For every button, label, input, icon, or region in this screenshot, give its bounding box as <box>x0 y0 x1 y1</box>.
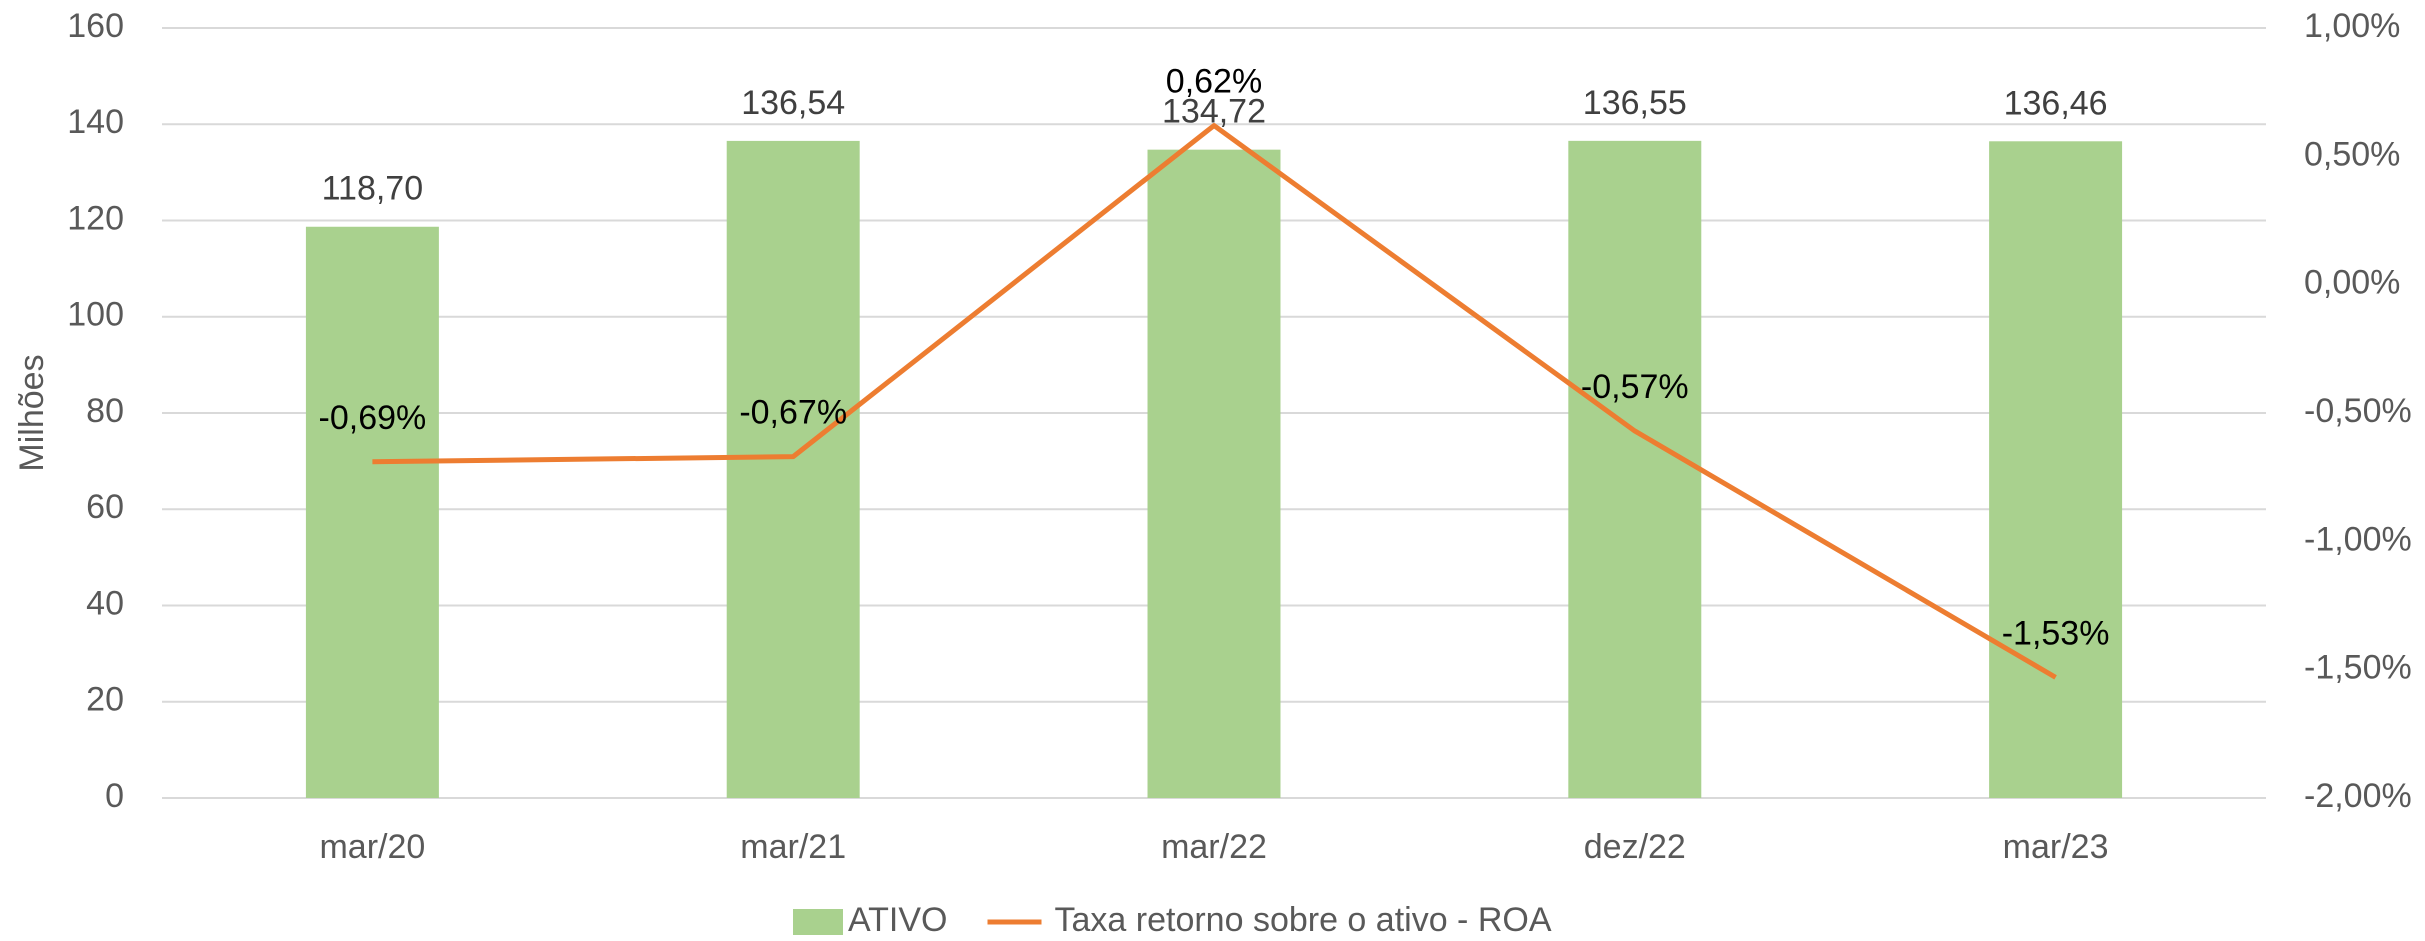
bar <box>305 226 439 799</box>
line-value-label: 0,62% <box>1166 63 1262 101</box>
bar-value-label: 136,55 <box>1583 84 1687 122</box>
y2-tick-label: 0,00% <box>2304 264 2400 302</box>
bar-value-label: 136,46 <box>2004 84 2108 122</box>
y-tick-label: 120 <box>67 199 124 237</box>
x-tick-label: mar/20 <box>319 828 425 866</box>
y-axis-label: Milhões <box>13 354 51 471</box>
y2-tick-label: -1,50% <box>2304 649 2412 687</box>
line <box>372 123 2057 680</box>
y2-tick-label: 1,00% <box>2304 7 2400 45</box>
bar <box>1147 149 1281 798</box>
y-tick-label: 60 <box>86 488 124 526</box>
x-tick-label: dez/22 <box>1584 828 1686 866</box>
y-tick-label: 100 <box>67 296 124 334</box>
line-value-label: -0,57% <box>1581 368 1689 406</box>
y-tick-label: 0 <box>105 777 124 815</box>
bar <box>1568 140 1702 798</box>
x-tick-label: mar/22 <box>1161 828 1267 866</box>
y-tick-label: 160 <box>67 7 124 45</box>
legend-label: Taxa retorno sobre o ativo - ROA <box>1055 901 1552 939</box>
bar-value-label: 136,54 <box>741 84 845 122</box>
y2-tick-label: -0,50% <box>2304 392 2412 430</box>
bar <box>1989 141 2123 798</box>
y-tick-label: 140 <box>67 103 124 141</box>
legend-label: ATIVO <box>848 901 948 939</box>
y2-tick-label: -2,00% <box>2304 777 2412 815</box>
x-tick-label: mar/23 <box>2003 828 2109 866</box>
x-tick-label: mar/21 <box>740 828 846 866</box>
y-tick-label: 20 <box>86 681 124 719</box>
line-value-label: -0,67% <box>739 394 847 432</box>
legend-swatch <box>793 909 843 935</box>
bar <box>726 140 860 798</box>
y-tick-label: 40 <box>86 584 124 622</box>
y2-tick-label: -1,00% <box>2304 520 2412 558</box>
y-tick-label: 80 <box>86 392 124 430</box>
line-value-label: -1,53% <box>2002 614 2110 652</box>
y2-tick-label: 0,50% <box>2304 135 2400 173</box>
line-value-label: -0,69% <box>319 399 427 437</box>
bar-value-label: 118,70 <box>322 170 423 208</box>
